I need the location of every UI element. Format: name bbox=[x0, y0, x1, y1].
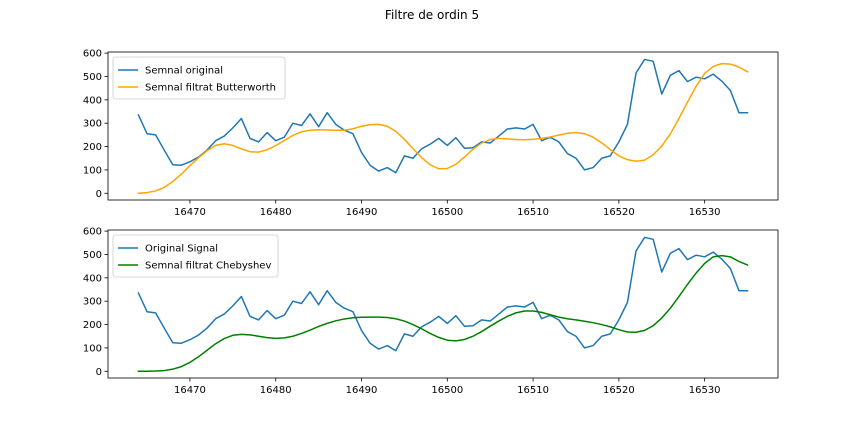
y-tick-label: 400 bbox=[83, 95, 102, 106]
axes-frame bbox=[107, 51, 779, 201]
legend-label: Semnal original bbox=[145, 66, 223, 77]
subplot-1: 16470 16480 16490 16500 16510 16520 16530 0 100 2… bbox=[83, 49, 779, 218]
y-tick-label: 200 bbox=[83, 142, 102, 153]
x-tick-label: 16480 bbox=[260, 207, 292, 218]
legend-box bbox=[112, 56, 286, 100]
x-tick-label: 16500 bbox=[431, 207, 463, 218]
legend-label: Original Signal bbox=[145, 244, 218, 255]
series-line-1 bbox=[137, 236, 749, 352]
legend-label: Semnal filtrat Chebyshev bbox=[145, 261, 271, 272]
y-tick-label: 400 bbox=[83, 273, 102, 284]
series-line-2 bbox=[137, 62, 749, 195]
y-tick-label: 300 bbox=[83, 119, 102, 130]
y-tick-label: 600 bbox=[83, 49, 102, 60]
y-tick-label: 600 bbox=[83, 227, 102, 238]
y-tick-label: 500 bbox=[83, 250, 102, 261]
y-tick-label: 200 bbox=[83, 320, 102, 331]
x-tick-label: 16500 bbox=[431, 385, 463, 396]
y-tick-label: 0 bbox=[96, 189, 102, 200]
subplot-2: 16470 16480 16490 16500 16510 16520 16530 0 100 2… bbox=[83, 227, 779, 396]
x-tick-label: 16490 bbox=[346, 385, 378, 396]
y-tick-label: 500 bbox=[83, 72, 102, 83]
x-tick-label: 16530 bbox=[689, 207, 721, 218]
y-tick-label: 100 bbox=[83, 165, 102, 176]
y-tick-label: 0 bbox=[96, 367, 102, 378]
x-tick-label: 16490 bbox=[346, 207, 378, 218]
series-line-2 bbox=[137, 254, 749, 373]
legend: Original Signal Semnal filtrat Chebyshev bbox=[112, 234, 279, 278]
x-tick-label: 16480 bbox=[260, 385, 292, 396]
y-tick-label: 100 bbox=[83, 343, 102, 354]
series-line-1 bbox=[137, 58, 749, 174]
legend-box bbox=[112, 234, 279, 278]
x-tick-label: 16530 bbox=[689, 385, 721, 396]
x-tick-label: 16470 bbox=[174, 385, 206, 396]
x-tick-label: 16520 bbox=[603, 385, 635, 396]
y-tick-label: 300 bbox=[83, 297, 102, 308]
x-tick-label: 16510 bbox=[517, 385, 549, 396]
x-tick-label: 16520 bbox=[603, 207, 635, 218]
axes-frame bbox=[107, 229, 779, 379]
legend: Semnal original Semnal filtrat Butterwort… bbox=[112, 56, 286, 100]
x-tick-label: 16470 bbox=[174, 207, 206, 218]
legend-label: Semnal filtrat Butterworth bbox=[145, 83, 276, 94]
x-tick-label: 16510 bbox=[517, 207, 549, 218]
figure-title: Filtre de ordin 5 bbox=[385, 8, 479, 22]
